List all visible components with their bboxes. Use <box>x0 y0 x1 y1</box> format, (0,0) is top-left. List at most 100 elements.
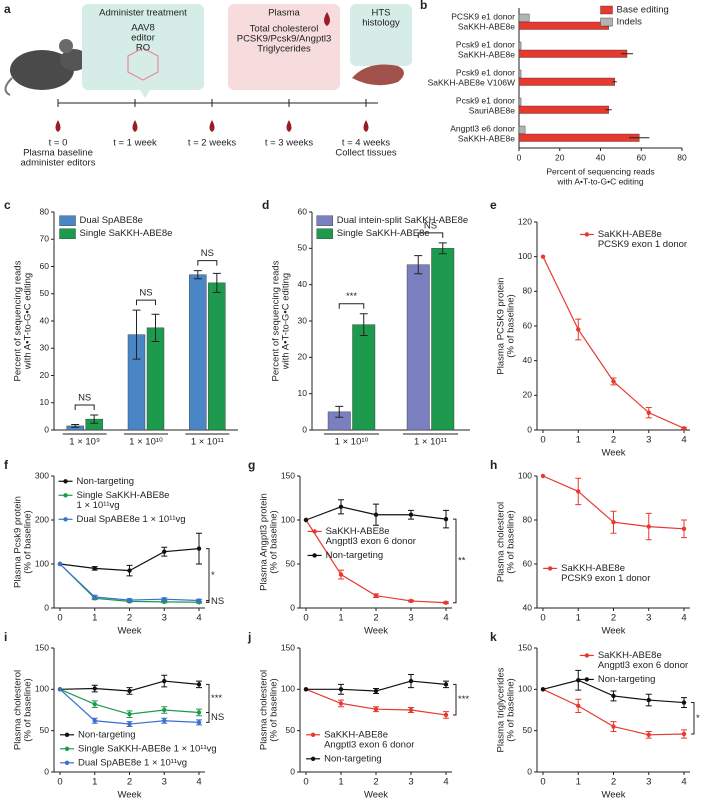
significance-bracket <box>197 260 218 266</box>
y-tick-label: 60 <box>523 558 533 568</box>
y-axis-label: Percent of sequencing reads <box>13 260 24 381</box>
x-axis-label: Week <box>601 790 625 800</box>
y-axis-label: Plasma triglycerides <box>496 667 507 752</box>
legend-label: PCSK9 exon 1 donor <box>561 573 650 584</box>
data-point <box>611 724 616 729</box>
panel-letter: a <box>4 2 11 16</box>
drop-icon <box>324 12 330 26</box>
data-point <box>681 700 687 705</box>
y-axis-label: Plasma Angptl3 protein <box>259 493 270 591</box>
box-text: histology <box>362 18 400 29</box>
legend-label: SaKKH-ABE8e <box>324 729 388 740</box>
box-text: AAV8 <box>131 23 155 34</box>
legend-label: Dual SpABE8e <box>80 215 143 226</box>
x-tick-label: 4 <box>443 777 448 788</box>
x-axis-label: Percent of sequencing reads <box>546 166 654 176</box>
y-axis-label: (% of baseline) <box>506 678 517 741</box>
x-tick-label: 0 <box>303 613 308 624</box>
y-tick-label: 150 <box>281 470 295 480</box>
x-tick-label: 2 <box>373 613 378 624</box>
data-point <box>576 678 581 683</box>
data-point <box>443 712 449 718</box>
x-tick-label: 3 <box>408 613 413 624</box>
legend-marker <box>584 232 590 237</box>
y-tick-label: 40 <box>523 602 533 612</box>
error-bar <box>335 405 344 418</box>
y-tick-label: 20 <box>40 370 50 380</box>
bar <box>518 133 640 142</box>
legend-marker <box>584 653 590 658</box>
legend-label: SaKKH-ABE8e <box>598 650 662 661</box>
box-text: PCSK9/Pcsk9/Angptl3 <box>237 34 332 45</box>
x-tick-label: 0 <box>57 777 62 788</box>
significance-label: NS <box>211 712 224 723</box>
x-axis-label: Week <box>601 626 625 637</box>
data-point <box>540 473 546 479</box>
y-tick-label: 100 <box>518 684 532 694</box>
bar <box>518 49 628 58</box>
y-tick-label: 0 <box>527 766 532 776</box>
legend-marker <box>312 553 317 558</box>
blood-drop <box>286 120 292 132</box>
data-point <box>576 489 581 494</box>
timeline-label: t = 1 week <box>113 138 157 149</box>
error-bar <box>90 414 99 424</box>
blood-drop <box>55 120 61 132</box>
panel-letter: j <box>247 630 251 644</box>
mouse-body <box>10 50 74 90</box>
y-tick-label: 50 <box>286 725 296 735</box>
legend-label: SaKKH-ABE8e <box>326 526 390 537</box>
x-tick-label: 4 <box>681 613 686 624</box>
y-tick-label: 80 <box>523 286 533 296</box>
x-axis-label: with A•T-to-G•C editing <box>556 176 644 186</box>
x-tick-label: 20 <box>555 152 565 162</box>
significance-bracket <box>206 548 210 603</box>
x-tick-label: 2 <box>127 777 132 788</box>
significance-bracket <box>691 702 695 735</box>
y-axis-label: Plasma cholesterol <box>259 670 270 750</box>
data-point <box>92 594 97 600</box>
y-tick-label: 60 <box>40 261 50 271</box>
legend-marker <box>64 732 70 737</box>
data-point <box>646 410 651 415</box>
data-point <box>646 732 651 737</box>
panel-a: a <box>4 2 412 104</box>
y-axis-label: (% of baseline) <box>506 294 517 357</box>
error-bar <box>438 242 447 255</box>
x-tick-label: 3 <box>646 777 651 788</box>
data-point <box>162 718 167 723</box>
significance-label: NS <box>201 248 214 259</box>
bar <box>208 282 226 431</box>
y-tick-label: 30 <box>298 315 308 325</box>
bar <box>518 77 615 86</box>
data-point <box>681 526 687 531</box>
panel-letter: h <box>490 458 497 472</box>
x-tick-label: 1 × 10⁹ <box>69 437 100 448</box>
data-point <box>127 568 132 573</box>
x-tick-label: 3 <box>646 613 651 624</box>
data-point <box>408 678 414 684</box>
data-point <box>576 327 581 332</box>
panel-letter: e <box>490 198 497 212</box>
x-tick-label: 2 <box>127 613 132 624</box>
y-axis-label: Plasma cholesterol <box>13 670 24 750</box>
x-tick-label: 4 <box>681 777 686 788</box>
box <box>228 4 340 90</box>
legend-marker <box>312 529 317 534</box>
data-point <box>373 688 379 694</box>
legend-swatch <box>59 228 76 239</box>
box <box>82 4 204 90</box>
legend-label: Non-targeting <box>324 753 382 764</box>
data-point <box>540 687 546 692</box>
blood-drop <box>209 120 215 132</box>
data-point <box>303 517 309 523</box>
box <box>350 4 412 66</box>
y-tick-label: 0 <box>290 602 295 612</box>
legend-swatch <box>600 17 613 27</box>
panel-letter: k <box>490 630 497 644</box>
error-bar <box>71 424 80 428</box>
x-tick-label: 3 <box>162 613 167 624</box>
x-tick-label: 1 <box>576 777 581 788</box>
box-text: RO <box>136 43 150 54</box>
x-tick-label: 1 <box>92 613 97 624</box>
